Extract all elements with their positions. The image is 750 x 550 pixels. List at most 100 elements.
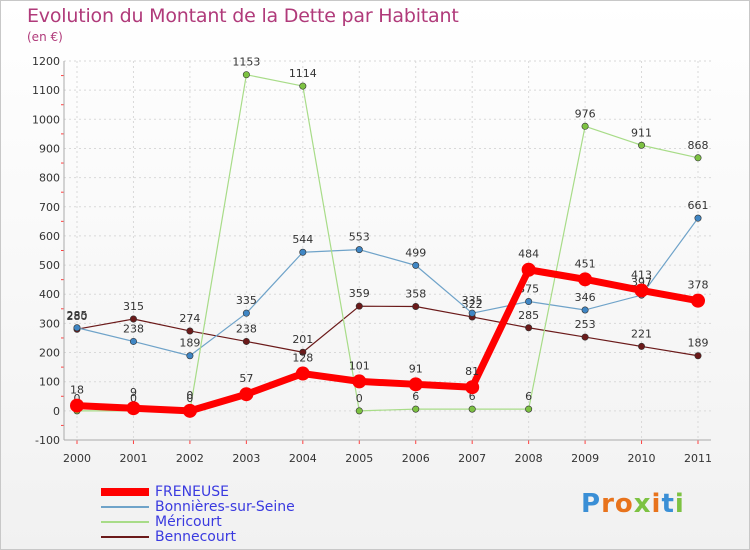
y-tick-label: 0 <box>53 405 60 418</box>
data-point-freneuse <box>465 380 480 395</box>
data-point-freneuse <box>295 366 310 381</box>
series-line-m-ricourt <box>76 74 699 412</box>
data-point-freneuse <box>126 401 141 416</box>
data-point-freneuse <box>634 283 649 298</box>
x-tick-label: 2001 <box>119 452 147 465</box>
data-label-bennecourt: 274 <box>179 312 200 325</box>
data-label-freneuse: 451 <box>575 257 596 270</box>
data-point-m-ricourt <box>581 122 589 130</box>
data-point-bennecourt <box>525 324 533 332</box>
y-tick-label: 1100 <box>32 84 60 97</box>
proxiti-logo: Proxiti <box>581 489 685 519</box>
data-label-m-ricourt: 868 <box>688 139 709 152</box>
data-label-freneuse: 18 <box>70 384 84 397</box>
data-label-bonni-res-sur-seine: 335 <box>462 294 483 307</box>
data-point-freneuse <box>239 387 254 402</box>
data-point-m-ricourt <box>299 82 307 90</box>
data-label-bennecourt: 221 <box>631 327 652 340</box>
data-point-bennecourt <box>581 333 589 341</box>
legend-swatch <box>101 488 149 496</box>
data-label-bennecourt: 280 <box>67 310 88 323</box>
data-point-bonni-res-sur-seine <box>468 309 476 317</box>
data-label-m-ricourt: 1153 <box>232 56 260 69</box>
legend-label: FRENEUSE <box>155 484 229 500</box>
data-label-freneuse: 9 <box>130 386 137 399</box>
y-tick-label: 500 <box>39 259 60 272</box>
data-point-freneuse <box>521 262 536 277</box>
data-label-m-ricourt: 0 <box>74 392 81 405</box>
x-tick-label: 2003 <box>232 452 260 465</box>
x-tick-label: 2009 <box>571 452 599 465</box>
data-label-bennecourt: 238 <box>236 322 257 335</box>
y-tick-label: 400 <box>39 288 60 301</box>
x-tick-label: 2011 <box>684 452 712 465</box>
data-point-m-ricourt <box>694 154 702 162</box>
legend-swatch <box>101 536 149 538</box>
data-label-freneuse: 57 <box>239 372 253 385</box>
data-label-m-ricourt: 6 <box>412 390 419 403</box>
data-label-freneuse: 81 <box>465 365 479 378</box>
data-label-bonni-res-sur-seine: 499 <box>405 246 426 259</box>
data-point-bonni-res-sur-seine <box>694 214 702 222</box>
data-point-bonni-res-sur-seine <box>412 261 420 269</box>
legend-swatch <box>101 506 149 508</box>
x-tick-label: 2000 <box>63 452 91 465</box>
data-point-m-ricourt <box>242 71 250 79</box>
data-point-bonni-res-sur-seine <box>581 306 589 314</box>
data-point-bennecourt <box>242 337 250 345</box>
data-label-m-ricourt: 6 <box>525 390 532 403</box>
legend-label: Bennecourt <box>155 529 236 545</box>
x-tick-label: 2007 <box>458 452 486 465</box>
legend-swatch <box>101 521 149 523</box>
data-point-bonni-res-sur-seine <box>73 324 81 332</box>
data-point-m-ricourt <box>525 405 533 413</box>
data-label-bennecourt: 201 <box>292 333 313 346</box>
data-point-bennecourt <box>355 302 363 310</box>
data-label-freneuse: 484 <box>518 248 539 261</box>
data-label-m-ricourt: 0 <box>186 392 193 405</box>
data-label-m-ricourt: 976 <box>575 107 596 120</box>
x-tick-label: 2008 <box>515 452 543 465</box>
data-label-bennecourt: 285 <box>518 309 539 322</box>
data-point-bonni-res-sur-seine <box>525 298 533 306</box>
data-point-bonni-res-sur-seine <box>299 248 307 256</box>
data-point-bennecourt <box>412 302 420 310</box>
data-label-m-ricourt: 0 <box>356 392 363 405</box>
data-label-bonni-res-sur-seine: 189 <box>179 337 200 350</box>
data-point-freneuse <box>182 403 197 418</box>
x-tick-label: 2010 <box>628 452 656 465</box>
data-label-bonni-res-sur-seine: 285 <box>67 309 88 322</box>
data-point-freneuse <box>578 272 593 287</box>
y-tick-label: 700 <box>39 201 60 214</box>
data-label-bonni-res-sur-seine: 661 <box>688 199 709 212</box>
data-point-freneuse <box>691 293 705 308</box>
y-tick-label: 800 <box>39 172 60 185</box>
data-label-bennecourt: 359 <box>349 287 370 300</box>
data-point-freneuse <box>408 377 423 392</box>
x-tick-label: 2004 <box>289 452 317 465</box>
data-point-m-ricourt <box>638 141 646 149</box>
data-label-m-ricourt: 911 <box>631 126 652 139</box>
data-point-bennecourt <box>186 327 194 335</box>
data-label-m-ricourt: 6 <box>469 390 476 403</box>
data-point-freneuse <box>70 398 84 413</box>
x-tick-label: 2006 <box>402 452 430 465</box>
y-tick-label: 200 <box>39 347 60 360</box>
series-line-bonni-res-sur-seine <box>76 217 699 357</box>
data-point-bonni-res-sur-seine <box>129 337 137 345</box>
data-point-freneuse <box>352 374 367 389</box>
x-tick-label: 2002 <box>176 452 204 465</box>
data-label-freneuse: 413 <box>631 268 652 281</box>
data-point-bennecourt <box>638 342 646 350</box>
data-point-bennecourt <box>129 315 137 323</box>
data-label-freneuse: 378 <box>688 279 709 292</box>
data-point-bonni-res-sur-seine <box>355 246 363 254</box>
y-tick-label: 1200 <box>32 55 60 68</box>
data-point-m-ricourt <box>355 407 363 415</box>
data-label-freneuse: 101 <box>349 359 370 372</box>
data-label-bennecourt: 315 <box>123 300 144 313</box>
legend-label: Méricourt <box>155 514 222 530</box>
x-tick-label: 2005 <box>345 452 373 465</box>
